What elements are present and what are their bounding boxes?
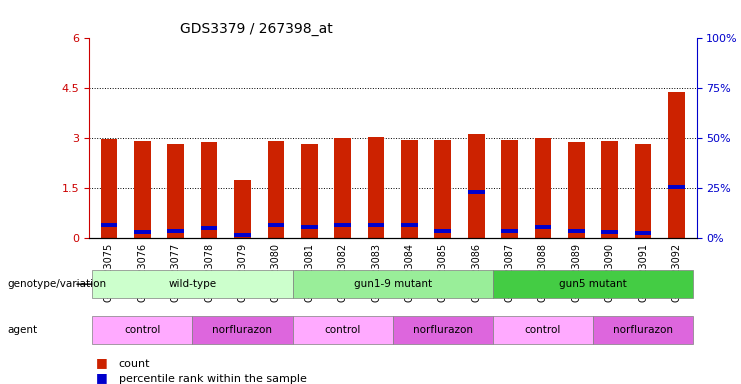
Bar: [201, 226, 217, 230]
Bar: [468, 190, 485, 194]
Bar: [501, 229, 518, 233]
Text: norflurazon: norflurazon: [413, 325, 473, 335]
Bar: [334, 223, 351, 227]
Bar: [368, 223, 385, 227]
Text: norflurazon: norflurazon: [213, 325, 273, 335]
Bar: [635, 231, 651, 235]
Bar: [167, 144, 184, 238]
Bar: [167, 229, 184, 233]
Bar: [368, 137, 385, 238]
Bar: [534, 138, 551, 238]
Bar: [301, 225, 318, 229]
Bar: [134, 141, 150, 238]
Text: ■: ■: [96, 356, 108, 369]
FancyBboxPatch shape: [93, 270, 293, 298]
Bar: [334, 138, 351, 238]
Bar: [468, 134, 485, 238]
FancyBboxPatch shape: [193, 316, 293, 344]
Bar: [668, 92, 685, 238]
FancyBboxPatch shape: [293, 316, 393, 344]
Bar: [434, 140, 451, 238]
Bar: [268, 223, 285, 227]
Text: count: count: [119, 359, 150, 369]
Text: genotype/variation: genotype/variation: [7, 279, 107, 289]
Text: gun5 mutant: gun5 mutant: [559, 279, 627, 289]
Text: agent: agent: [7, 325, 38, 335]
Bar: [635, 144, 651, 238]
FancyBboxPatch shape: [493, 316, 593, 344]
Bar: [668, 185, 685, 189]
Bar: [101, 139, 117, 238]
Bar: [401, 140, 418, 238]
Bar: [201, 142, 217, 238]
FancyBboxPatch shape: [393, 316, 493, 344]
Bar: [568, 229, 585, 233]
Text: percentile rank within the sample: percentile rank within the sample: [119, 374, 307, 384]
Bar: [501, 139, 518, 238]
Text: control: control: [525, 325, 561, 335]
Bar: [602, 141, 618, 238]
Text: ■: ■: [96, 371, 108, 384]
Bar: [234, 233, 251, 237]
Bar: [401, 223, 418, 227]
FancyBboxPatch shape: [93, 316, 193, 344]
FancyBboxPatch shape: [293, 270, 493, 298]
Text: wild-type: wild-type: [168, 279, 216, 289]
Bar: [234, 180, 251, 238]
Bar: [301, 144, 318, 238]
Bar: [268, 141, 285, 238]
Bar: [101, 223, 117, 227]
Text: norflurazon: norflurazon: [613, 325, 673, 335]
Bar: [134, 230, 150, 234]
Text: control: control: [325, 325, 361, 335]
Bar: [534, 225, 551, 229]
Bar: [602, 230, 618, 234]
Bar: [434, 229, 451, 233]
Text: GDS3379 / 267398_at: GDS3379 / 267398_at: [180, 22, 333, 36]
FancyBboxPatch shape: [493, 270, 693, 298]
Bar: [568, 142, 585, 238]
Text: control: control: [124, 325, 161, 335]
Text: gun1-9 mutant: gun1-9 mutant: [353, 279, 432, 289]
FancyBboxPatch shape: [593, 316, 693, 344]
